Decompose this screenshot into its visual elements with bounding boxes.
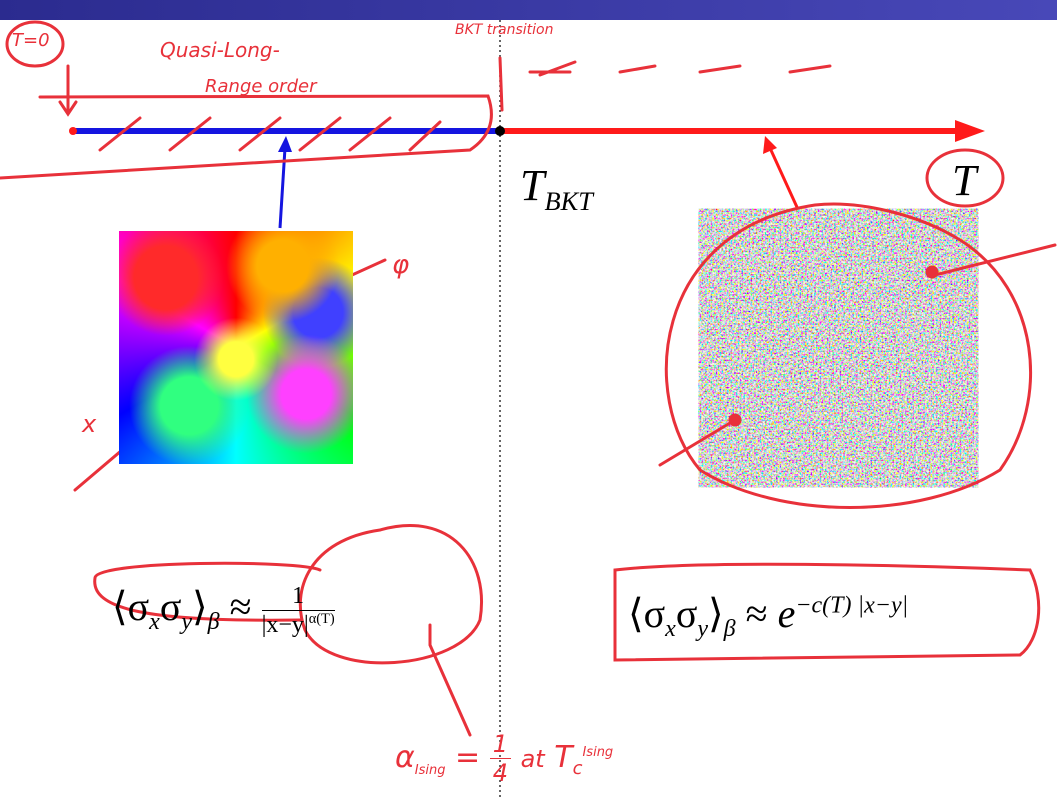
at: at <box>521 745 545 773</box>
critical-point <box>495 126 505 136</box>
g-sub-x: x <box>665 616 676 642</box>
f-den-sup: α(T) <box>309 611 335 627</box>
g-sub-beta: β <box>724 616 736 642</box>
tc: T <box>554 740 572 775</box>
phase-note-2: Range order <box>205 76 316 97</box>
phase-note-1: Quasi-Long- <box>160 38 280 62</box>
g-sup: −c(T) |x−y| <box>795 593 908 619</box>
f-sigma: σ <box>160 584 182 629</box>
ising-num: 1 <box>490 730 511 759</box>
zero-point <box>69 127 77 135</box>
g-base: e <box>778 591 796 636</box>
f-approx: ≈ <box>230 584 252 629</box>
critical-subscript: BKT <box>544 186 592 216</box>
tc-sub: c <box>573 758 583 779</box>
alpha: α <box>395 740 415 775</box>
g-open: ⟨σ <box>628 591 665 636</box>
alpha-sub: Ising <box>415 763 446 778</box>
axis-arrowhead <box>955 120 985 142</box>
arrow-left-head <box>278 136 292 152</box>
f-den: |x−y| <box>262 612 309 638</box>
header-bar <box>0 0 1057 20</box>
g-approx: ≈ <box>746 591 768 636</box>
critical-symbol: T <box>520 161 544 210</box>
equals: = <box>455 740 480 775</box>
phi-note: φ <box>392 250 409 280</box>
transition-note: BKT transition <box>455 22 554 38</box>
critical-temperature: TBKT <box>520 160 593 217</box>
tc-sup: Ising <box>582 745 613 760</box>
quasi-ordered-spin-image <box>119 231 353 464</box>
f-sub-beta: β <box>208 609 220 635</box>
g-sub-y: y <box>697 616 708 642</box>
t-zero-note: T=0 <box>12 30 50 51</box>
g-close: ⟩ <box>708 591 724 636</box>
disordered-spin-image <box>722 232 955 464</box>
g-sigma: σ <box>676 591 698 636</box>
f-open: ⟨σ <box>112 584 149 629</box>
slide: TBKT T T=0 Quasi-Long- Range order BKT t… <box>0 0 1057 800</box>
x-note: x <box>82 410 96 438</box>
formula-right: ⟨σxσy⟩β ≈ e−c(T) |x−y| <box>628 590 908 643</box>
f-close: ⟩ <box>192 584 208 629</box>
axis-label: T <box>952 156 976 205</box>
f-sub-y: y <box>181 609 192 635</box>
f-num: 1 <box>262 583 335 611</box>
formula-left: ⟨σxσy⟩β ≈ 1|x−y|α(T) <box>112 583 335 639</box>
ising-den: 4 <box>493 759 508 787</box>
f-sub-x: x <box>149 609 160 635</box>
